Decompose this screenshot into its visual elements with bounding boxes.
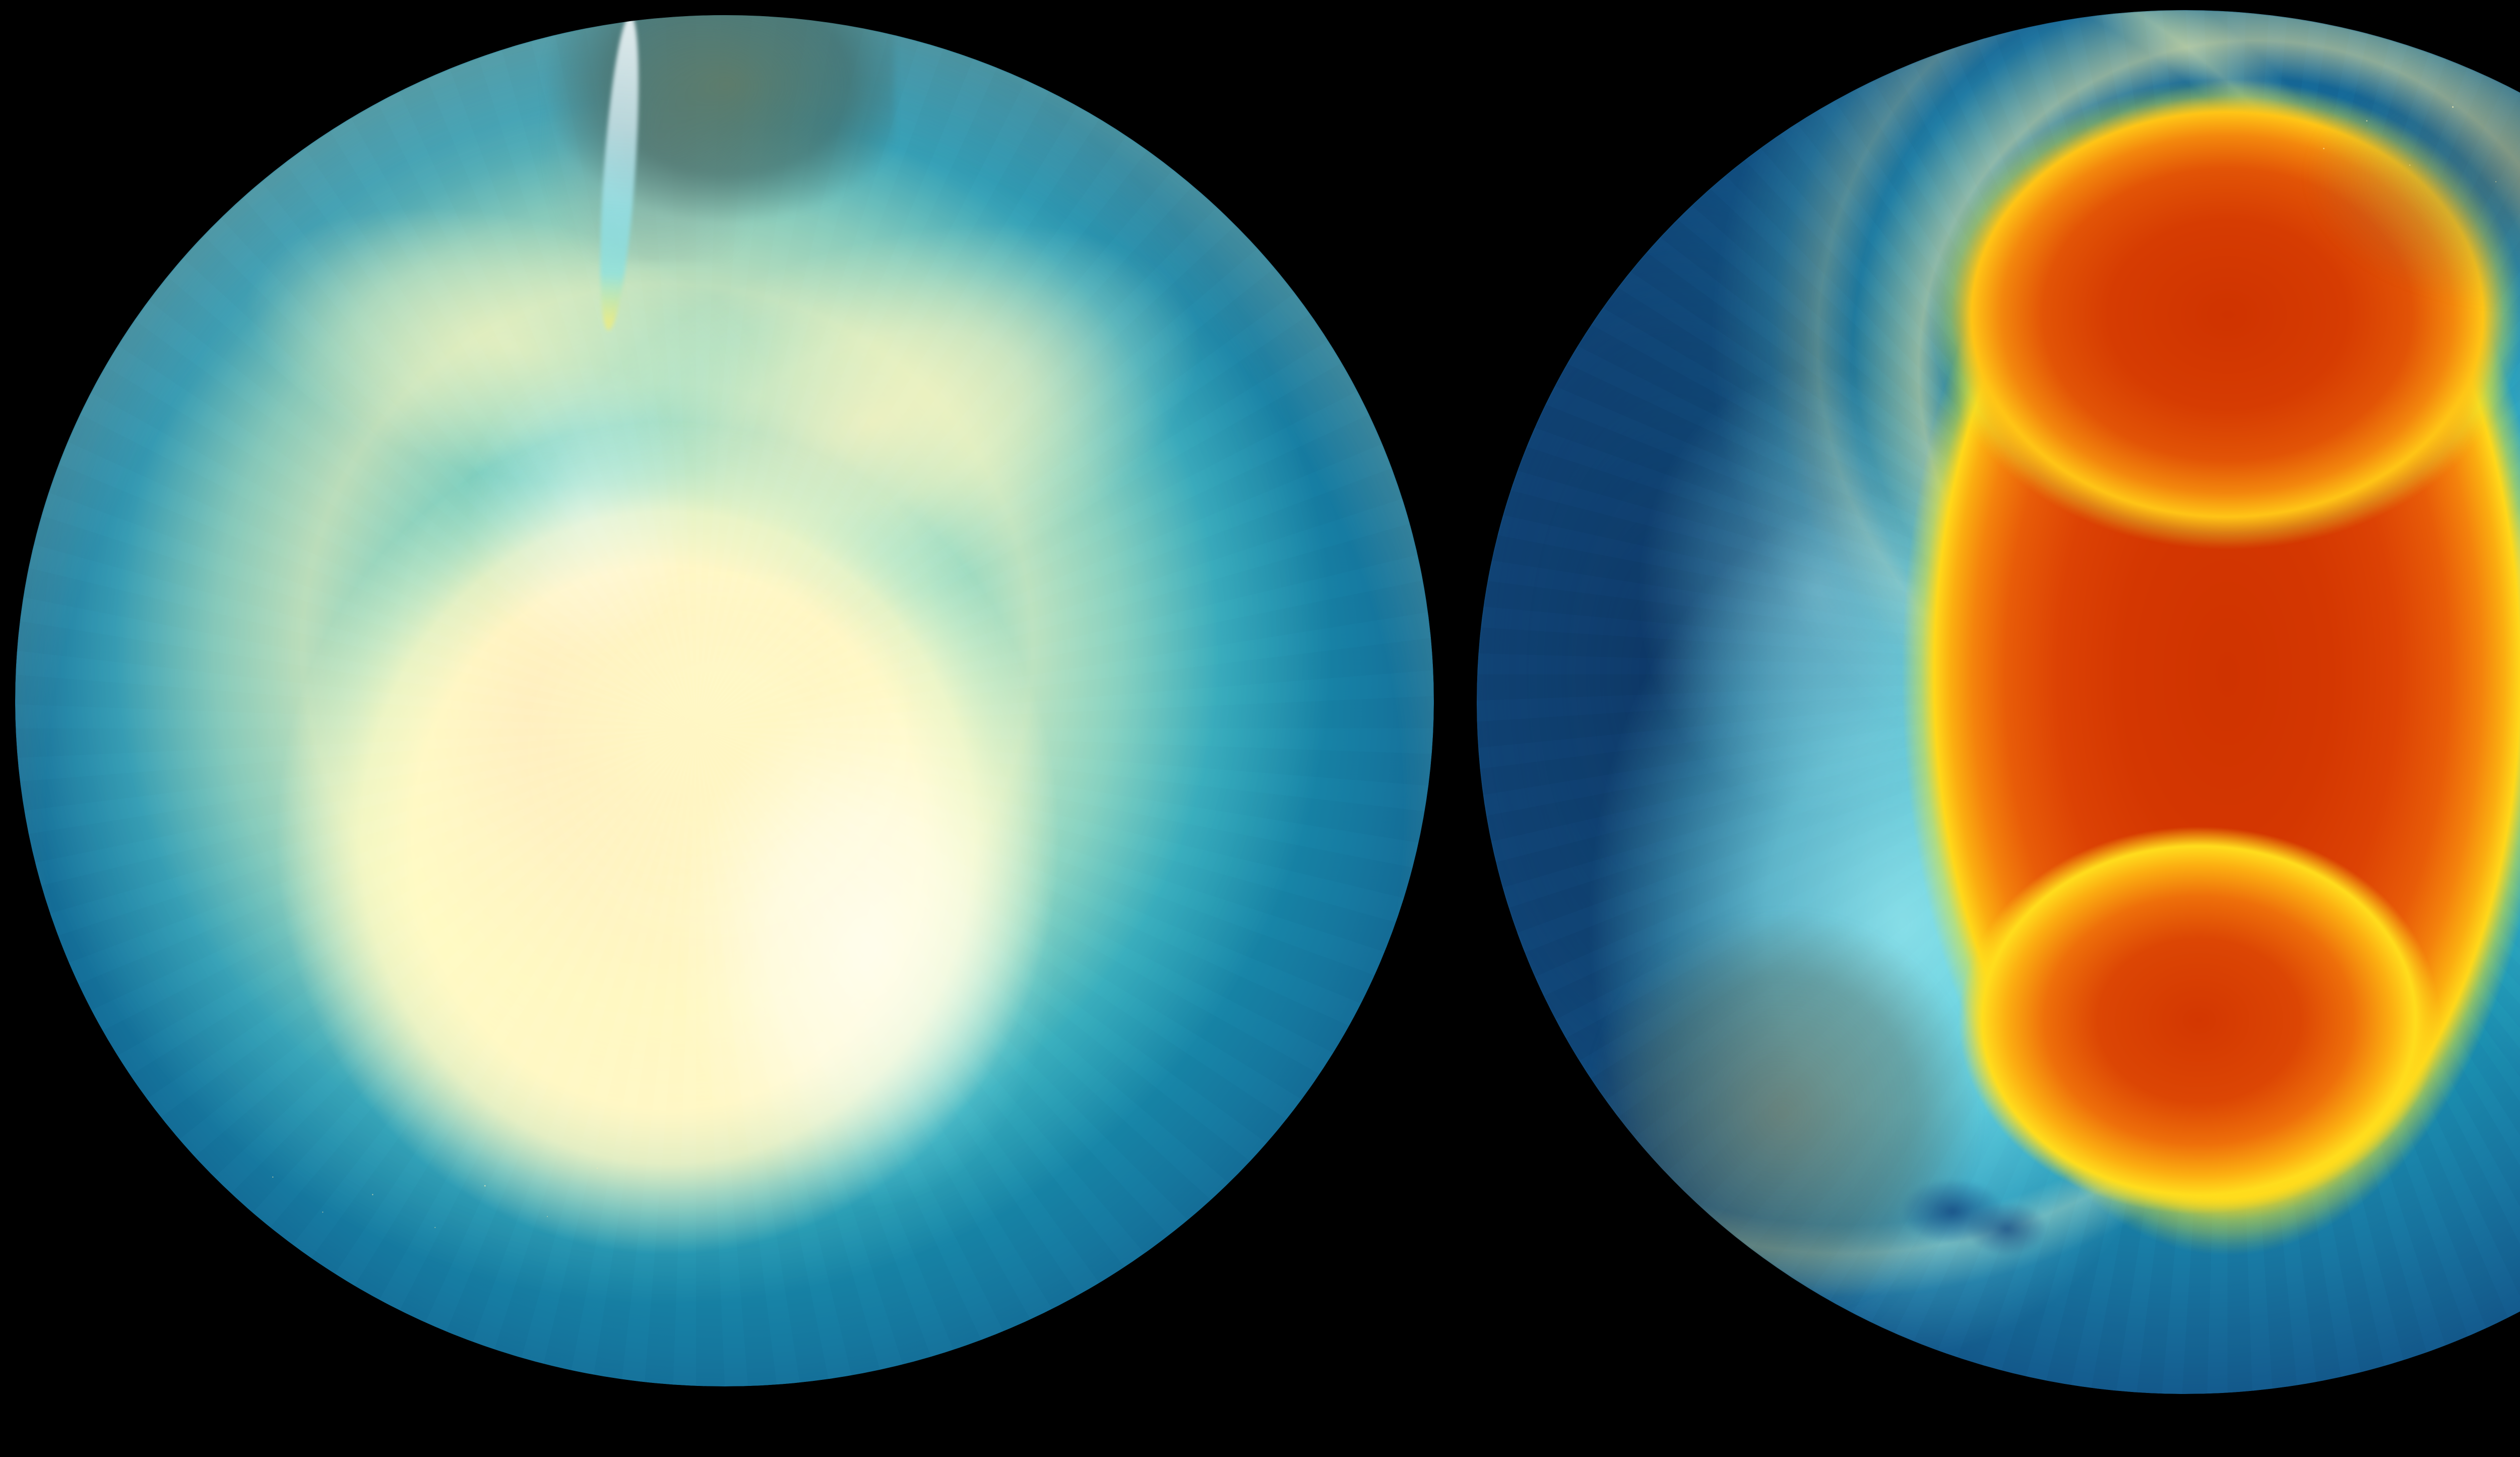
northern-hemisphere-globe[interactable]	[1477, 10, 2520, 1394]
limb-shading-south	[15, 15, 1434, 1386]
southern-hemisphere-globe[interactable]	[15, 15, 1434, 1386]
